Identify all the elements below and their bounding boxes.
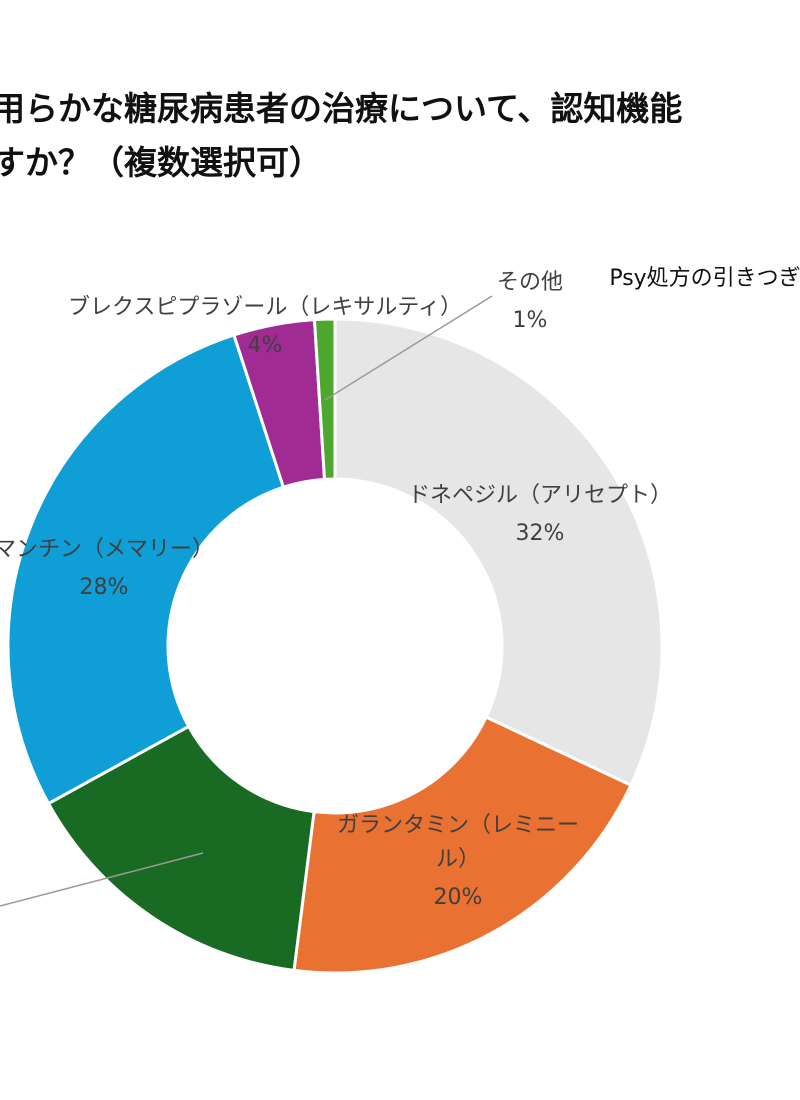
donut-slice-1 xyxy=(292,715,633,975)
leader-lines xyxy=(0,295,493,907)
donut-slice-5 xyxy=(312,317,337,481)
chart-title-line-2: すか？（複数選択可） xyxy=(0,143,322,182)
slice-label-5-line-0: その他 xyxy=(497,270,563,295)
chart-title: 用らかな糖尿病患者の治療について、認知機能 すか？（複数選択可） xyxy=(0,82,800,190)
slice-label-1-line-0: ガランタミン（レミニー xyxy=(337,813,579,838)
slice-value-label-3: 28% xyxy=(80,575,129,600)
slice-value-label-5: 1% xyxy=(513,308,548,333)
slice-value-label-0: 32% xyxy=(516,521,565,546)
slice-label-0-line-0: ドネペジル（アリセプト） xyxy=(408,483,672,508)
slice-label-3-line-0: マンチン（メマリー） xyxy=(0,537,214,562)
leader-line-other xyxy=(324,295,493,401)
leader-line-green xyxy=(0,852,204,907)
slice-label-4-line-0: ブレクスピプラゾール（レキサルティ） xyxy=(68,295,462,320)
donut-slice-0 xyxy=(333,317,664,788)
donut-slices xyxy=(6,317,664,975)
slice-value-label-1: 20% xyxy=(434,885,483,910)
chart-title-line-1: 用らかな糖尿病患者の治療について、認知機能 xyxy=(0,89,683,128)
donut-slice-2 xyxy=(46,724,316,973)
extra-label-psy: Psy処方の引きつぎ xyxy=(609,266,800,291)
donut-slice-3 xyxy=(6,333,286,806)
slice-label-1-line-1: ル） xyxy=(436,847,480,872)
slice-value-label-4: 4% xyxy=(248,333,283,358)
